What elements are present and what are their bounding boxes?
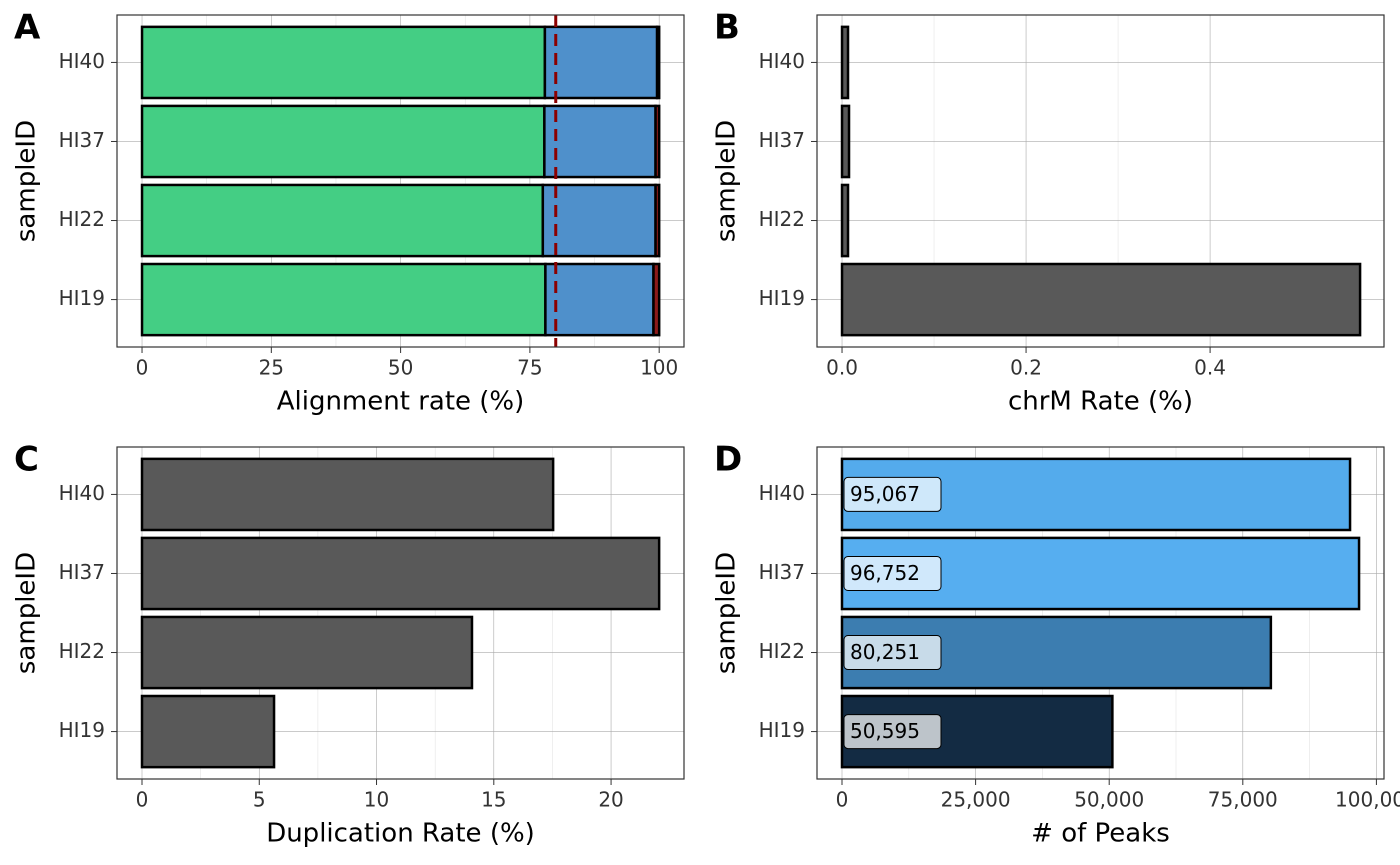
- panel-tag: D: [714, 440, 742, 480]
- data-label-box: [843, 476, 942, 512]
- plot-border: [116, 446, 685, 780]
- x-tick-label: 0: [136, 788, 149, 812]
- bar-segment: [543, 25, 659, 100]
- y-tick-label: HI40: [59, 481, 105, 505]
- plot-border: [116, 14, 685, 348]
- bar: [140, 615, 474, 690]
- y-tick-label: HI37: [759, 128, 805, 152]
- x-tick-label: 50: [388, 356, 413, 380]
- bar-segment: [140, 104, 546, 179]
- x-axis-title: # of Peaks: [1031, 819, 1170, 849]
- y-tick-label: HI37: [59, 560, 105, 584]
- bar: [840, 25, 850, 100]
- x-axis-title: chrM Rate (%): [1008, 387, 1193, 417]
- x-tick-label: 0.0: [826, 356, 858, 380]
- y-tick-label: HI19: [759, 718, 805, 742]
- x-tick-label: 25,000: [941, 788, 1011, 812]
- x-tick-label: 100,000: [1335, 788, 1400, 812]
- bar: [840, 262, 1362, 337]
- bar-segment: [655, 25, 661, 100]
- panel: 0 25 50 75 100 HI19 HI22 HI37 HI40 Alignment rate…: [12, 8, 685, 417]
- y-tick-label: HI37: [59, 128, 105, 152]
- bar: [140, 694, 276, 769]
- y-tick-label: HI40: [759, 481, 805, 505]
- panel-tag: B: [714, 8, 740, 48]
- panel-tag: A: [14, 8, 41, 48]
- data-label: 80,251: [850, 640, 920, 664]
- y-tick-label: HI19: [59, 718, 105, 742]
- data-label: 96,752: [850, 561, 920, 585]
- bar-segment: [140, 262, 547, 337]
- y-tick-label: HI19: [59, 286, 105, 310]
- bar-segment: [541, 183, 657, 258]
- bar-segment: [543, 104, 657, 179]
- x-tick-label: 5: [253, 788, 266, 812]
- x-tick-label: 15: [481, 788, 506, 812]
- y-tick-label: HI40: [59, 49, 105, 73]
- bar-segment: [544, 262, 655, 337]
- data-label-box: [843, 635, 942, 671]
- x-tick-label: 0.4: [1194, 356, 1226, 380]
- bar-segment: [140, 25, 547, 100]
- bar: [140, 536, 661, 611]
- y-tick-label: HI22: [759, 639, 805, 663]
- x-axis-title: Alignment rate (%): [277, 387, 525, 417]
- x-tick-label: 100: [640, 356, 678, 380]
- bar: [840, 104, 851, 179]
- bar: [140, 457, 555, 532]
- y-axis-title: sampleID: [712, 552, 742, 674]
- data-label-box: [843, 555, 942, 591]
- panel: 0 25,000 50,000 75,000 100,000 HI19 HI22 HI37 HI…: [712, 440, 1400, 849]
- x-tick-label: 50,000: [1074, 788, 1144, 812]
- x-tick-label: 0.2: [1010, 356, 1042, 380]
- panel: 0 5 10 15 20 HI19 HI22 HI37 HI40 Duplication Rate…: [12, 440, 685, 849]
- y-axis-title: sampleID: [712, 120, 742, 242]
- data-label-box: [843, 714, 942, 750]
- bar-segment: [654, 183, 661, 258]
- y-tick-label: HI19: [759, 286, 805, 310]
- x-tick-label: 20: [598, 788, 623, 812]
- bar-segment: [654, 104, 661, 179]
- x-tick-label: 0: [136, 356, 149, 380]
- data-label: 50,595: [850, 719, 920, 743]
- plot-border: [816, 446, 1385, 780]
- y-tick-label: HI22: [59, 639, 105, 663]
- x-tick-label: 75: [517, 356, 542, 380]
- y-axis-title: sampleID: [12, 120, 42, 242]
- x-axis-title: Duplication Rate (%): [266, 819, 535, 849]
- y-tick-label: HI22: [759, 207, 805, 231]
- panel-tag: C: [14, 440, 39, 480]
- bar-segment: [652, 262, 661, 337]
- data-label: 95,067: [850, 482, 920, 506]
- plot-border: [816, 14, 1385, 348]
- bar-segment: [140, 183, 545, 258]
- x-tick-label: 25: [259, 356, 284, 380]
- y-axis-title: sampleID: [12, 552, 42, 674]
- y-tick-label: HI22: [59, 207, 105, 231]
- x-tick-label: 75,000: [1208, 788, 1278, 812]
- panel: 0.0 0.2 0.4 HI19 HI22 HI37 HI40 chrM Rate (%) sa…: [712, 8, 1385, 417]
- x-tick-label: 10: [364, 788, 389, 812]
- y-tick-label: HI40: [759, 49, 805, 73]
- y-tick-label: HI37: [759, 560, 805, 584]
- bar: [840, 183, 850, 258]
- x-tick-label: 0: [836, 788, 849, 812]
